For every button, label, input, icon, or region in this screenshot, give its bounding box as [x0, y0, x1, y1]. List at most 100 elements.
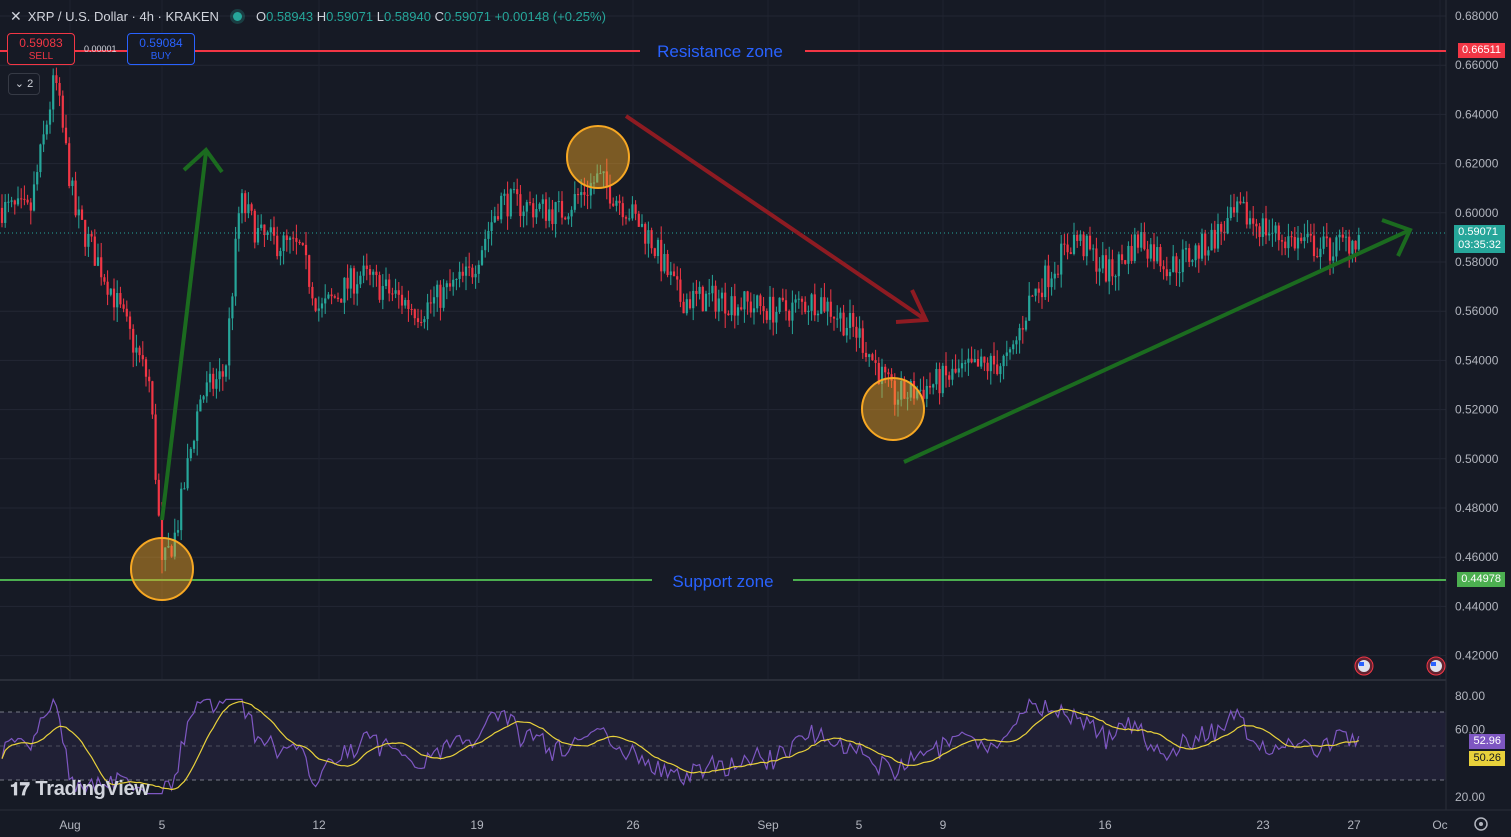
candle-body [1120, 254, 1124, 261]
open-label: O [255, 9, 267, 24]
rsi-axis[interactable]: 80.00 60.00 20.00 [1455, 689, 1485, 804]
trend-arrow-up[interactable] [160, 147, 224, 521]
candle-body [1079, 234, 1082, 241]
candle-body [896, 399, 900, 405]
candle-body [1200, 233, 1204, 259]
candle-body [685, 299, 688, 314]
candle-body [20, 198, 23, 200]
candle-body [935, 368, 938, 385]
candle-body [452, 279, 455, 287]
candle-body [365, 265, 368, 270]
candle-body [810, 294, 813, 311]
candle-body [13, 200, 16, 205]
candle-body [557, 201, 560, 203]
candle-body [26, 199, 29, 203]
candlestick-series [0, 67, 1360, 574]
settings-gear-icon[interactable] [1474, 817, 1488, 831]
candle-body [29, 202, 32, 211]
candle-body [992, 355, 996, 365]
close-icon[interactable]: ✕ [10, 8, 22, 24]
candle-body [490, 222, 493, 232]
candle-body [842, 312, 845, 336]
candle-body [455, 278, 458, 280]
buy-button[interactable]: 0.59084 BUY [127, 33, 195, 65]
candle-body [285, 235, 288, 241]
candle-body [349, 268, 352, 289]
candle-body [439, 284, 442, 308]
close-label: C [434, 9, 444, 24]
event-icon-1[interactable] [1354, 656, 1374, 676]
highlight-circle-sep6[interactable] [861, 377, 925, 441]
candle-body [656, 239, 660, 257]
candle-body [1175, 256, 1178, 273]
price-tick-label: 0.60000 [1455, 206, 1499, 220]
candle-body [36, 172, 39, 185]
candle-body [112, 288, 116, 308]
candle-body [1018, 328, 1021, 341]
indicator-collapse-button[interactable]: ⌄ 2 [8, 73, 40, 95]
highlight-circle-aug24[interactable] [566, 125, 630, 189]
candle-body [1216, 223, 1220, 249]
candle-body [1034, 288, 1037, 296]
time-axis[interactable]: Aug 5 12 19 26 Sep 5 9 16 23 27 Oc [59, 818, 1447, 832]
price-tick-label: 0.64000 [1455, 107, 1499, 121]
candle-body [1232, 207, 1236, 213]
candle-body [733, 296, 736, 316]
candle-body [829, 301, 832, 317]
symbol-title[interactable]: XRP / U.S. Dollar · 4h · KRAKEN [27, 9, 219, 24]
candle-body [119, 293, 122, 305]
price-tick-label: 0.68000 [1455, 9, 1499, 23]
candle-body [704, 293, 708, 312]
candle-body [900, 380, 903, 400]
spread-value: 0.00001 [84, 44, 117, 54]
candle-body [474, 273, 477, 278]
price-axis[interactable]: 0.68000 0.66000 0.64000 0.62000 0.60000 0.580… [1455, 9, 1499, 663]
time-tick-label: 19 [470, 818, 484, 832]
candle-body [964, 362, 967, 364]
candle-body [634, 204, 637, 214]
candle-body [1236, 201, 1239, 213]
tradingview-logo[interactable]: 𝟏𝟕 TradingView [10, 778, 150, 801]
time-tick-label: 5 [159, 818, 166, 832]
candle-body [500, 195, 503, 220]
time-tick-label: 12 [312, 818, 326, 832]
rsi-ma-badge: 50.26 [1469, 751, 1505, 766]
candle-body [199, 399, 202, 412]
candle-body [164, 547, 167, 560]
candle-body [893, 380, 896, 405]
candle-body [148, 376, 151, 382]
candle-body [1252, 218, 1255, 224]
event-icon-2[interactable] [1426, 656, 1446, 676]
candle-body [122, 304, 125, 309]
candle-body [1296, 237, 1300, 249]
candle-body [1024, 320, 1028, 330]
sell-button[interactable]: 0.59083 SELL [7, 33, 75, 65]
trend-arrow-down[interactable] [624, 114, 930, 324]
candle-body [400, 294, 404, 306]
candle-body [669, 271, 672, 276]
candle-body [215, 379, 218, 389]
candle-body [1040, 292, 1044, 298]
candle-body [717, 298, 720, 312]
candle-body [1335, 237, 1338, 257]
ohlc-values: O0.58943 H0.59071 L0.58940 C0.59071 +0.0… [256, 9, 606, 24]
candle-body [906, 397, 909, 399]
candle-body [394, 290, 397, 294]
price-tick-label: 0.62000 [1455, 157, 1499, 171]
candle-body [743, 291, 746, 310]
candle-body [90, 233, 93, 237]
candle-body [461, 271, 464, 276]
candle-body [932, 384, 935, 388]
candle-body [292, 237, 295, 239]
candle-body [682, 301, 685, 314]
trend-arrow-rising[interactable] [903, 218, 1413, 464]
candle-body [484, 238, 487, 251]
candle-body [314, 298, 317, 311]
candle-body [87, 233, 90, 247]
candle-body [487, 231, 490, 239]
candle-body [916, 390, 919, 399]
market-status-icon[interactable] [232, 12, 242, 21]
candle-body [55, 75, 58, 84]
highlight-circle-aug5[interactable] [130, 537, 194, 601]
